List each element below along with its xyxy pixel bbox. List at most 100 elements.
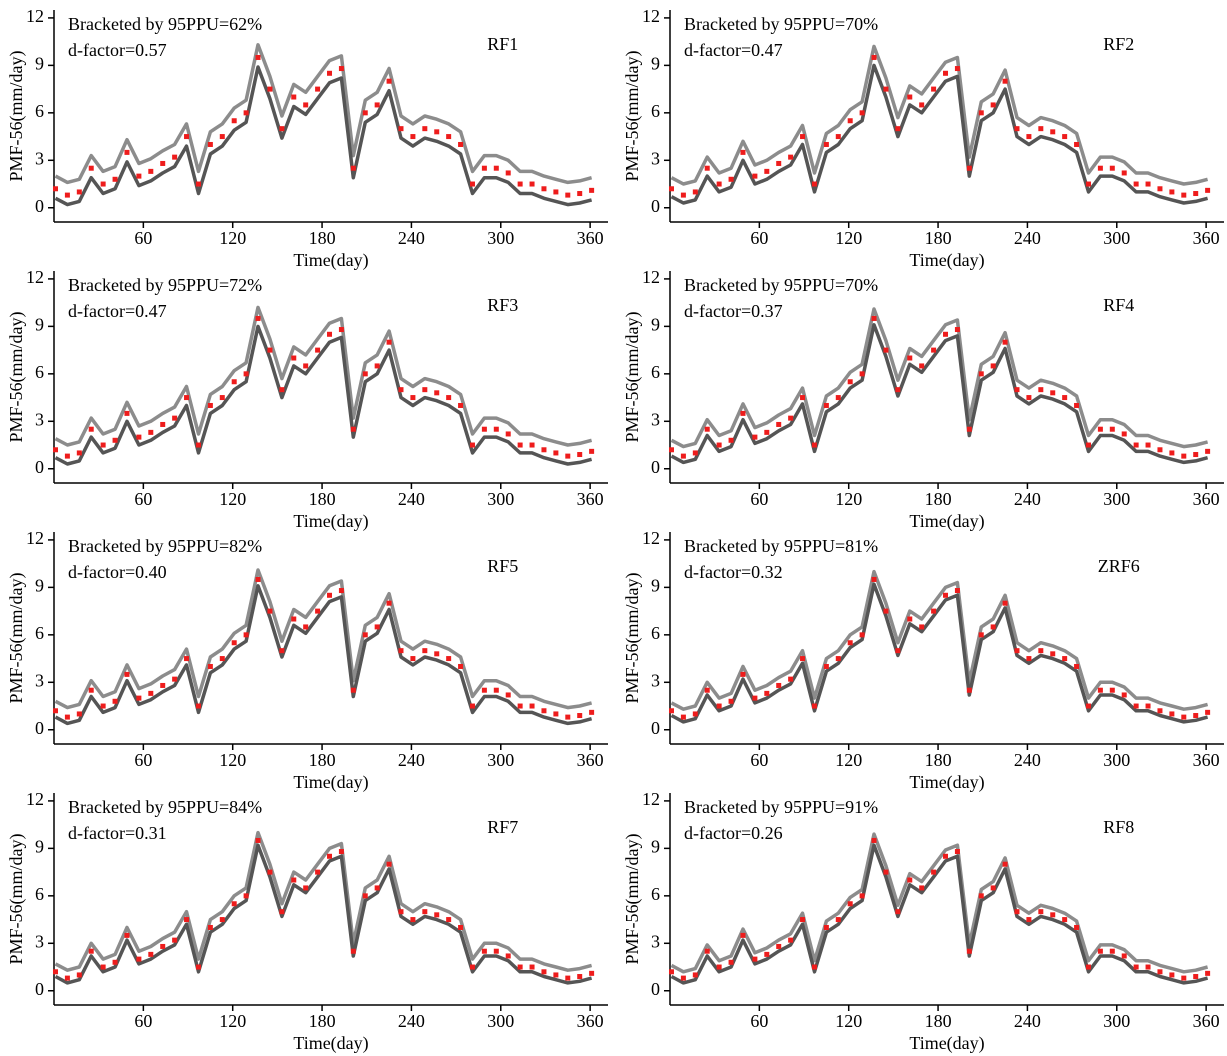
observed-point: [386, 600, 392, 606]
observed-point: [943, 853, 949, 859]
panel-title: RF7: [487, 817, 518, 837]
observed-point: [1062, 917, 1068, 923]
y-tick-label: 0: [651, 457, 660, 477]
x-axis-label: Time(day): [909, 772, 984, 793]
observed-point: [160, 943, 166, 949]
observed-point: [469, 964, 475, 970]
observed-point: [386, 861, 392, 867]
x-tick-label: 180: [925, 1011, 952, 1031]
observed-point: [966, 687, 972, 693]
y-tick-label: 12: [26, 6, 44, 26]
observed-point: [1026, 395, 1032, 401]
observed-point: [1157, 969, 1163, 975]
observed-point: [1050, 651, 1056, 657]
x-tick-label: 60: [750, 489, 768, 509]
annotation: d-factor=0.37: [684, 301, 783, 321]
panel: 0 3 6 9 12 60 120 180 240 300 360 Time(day) PMF-56(m…: [622, 6, 1224, 271]
y-tick-label: 6: [35, 101, 44, 121]
observed-point: [1133, 442, 1139, 448]
observed-point: [871, 315, 877, 321]
observed-point: [291, 355, 297, 361]
y-tick-label: 6: [35, 623, 44, 643]
observed-point: [788, 415, 794, 421]
observed-point: [589, 187, 595, 193]
observed-point: [1181, 714, 1187, 720]
observed-point: [1181, 975, 1187, 981]
y-tick-label: 3: [35, 409, 44, 429]
y-tick-label: 12: [642, 789, 660, 809]
annotation: Bracketed by 95PPU=82%: [68, 536, 262, 556]
y-tick-label: 0: [35, 718, 44, 738]
observed-point: [148, 690, 154, 696]
observed-point: [1038, 648, 1044, 654]
observed-point: [493, 687, 499, 693]
observed-point: [219, 917, 225, 923]
band-line: [54, 843, 593, 985]
observed-point: [1014, 126, 1020, 132]
observed-point: [219, 395, 225, 401]
observed-point: [764, 951, 770, 957]
observed-point: [291, 616, 297, 622]
y-tick-label: 9: [35, 314, 44, 334]
observed-point: [1026, 917, 1032, 923]
observed-point: [362, 632, 368, 638]
observed-point: [811, 181, 817, 187]
observed-point: [327, 70, 333, 76]
observed-point: [990, 102, 996, 108]
y-tick-label: 12: [26, 267, 44, 287]
observed-point: [279, 909, 285, 915]
observed-point: [954, 66, 960, 72]
y-tick-label: 12: [642, 267, 660, 287]
observed-point: [589, 448, 595, 454]
observed-point: [458, 663, 464, 669]
panel-title: RF1: [487, 34, 518, 54]
observed-point: [386, 339, 392, 345]
panel-title: ZRF6: [1098, 556, 1140, 576]
observed-point: [577, 452, 583, 458]
observed-point: [1109, 948, 1115, 954]
observed-point: [350, 165, 356, 171]
x-tick-label: 180: [309, 489, 336, 509]
x-tick-label: 360: [577, 489, 604, 509]
observed-point: [919, 624, 925, 630]
observed-point: [434, 912, 440, 918]
observed-point: [112, 176, 118, 182]
x-tick-label: 120: [219, 1011, 246, 1031]
observed-point: [716, 181, 722, 187]
y-axis-label: PMF-56(mm/day): [622, 311, 643, 442]
x-tick-label: 60: [750, 228, 768, 248]
observed-point: [883, 869, 889, 875]
observed-point: [136, 695, 142, 701]
observed-point: [1157, 447, 1163, 453]
observed-point: [517, 703, 523, 709]
observed-point: [64, 453, 70, 459]
observed-point: [1169, 189, 1175, 195]
observed-point: [195, 181, 201, 187]
observed-point: [184, 134, 190, 140]
observed-point: [565, 975, 571, 981]
band-line: [670, 307, 1209, 449]
observed-point: [267, 347, 273, 353]
observed-point: [919, 885, 925, 891]
band-line: [54, 568, 593, 710]
observed-point: [728, 959, 734, 965]
observed-point: [883, 608, 889, 614]
observed-point: [255, 54, 261, 60]
observed-point: [1062, 134, 1068, 140]
observed-point: [835, 917, 841, 923]
observed-point: [446, 656, 452, 662]
observed-point: [267, 86, 273, 92]
x-tick-label: 240: [1014, 228, 1041, 248]
observed-point: [704, 165, 710, 171]
observed-point: [88, 165, 94, 171]
observed-point: [469, 442, 475, 448]
observed-point: [1145, 442, 1151, 448]
band-line: [54, 65, 593, 207]
panel: 0 3 6 9 12 60 120 180 240 300 360 Time(day) PMF-56(m…: [622, 789, 1224, 1054]
observed-point: [303, 363, 309, 369]
observed-point: [303, 885, 309, 891]
y-tick-label: 6: [651, 101, 660, 121]
panel: 0 3 6 9 12 60 120 180 240 300 360 Time(day) PMF-56(m…: [6, 6, 608, 271]
y-axis-label: PMF-56(mm/day): [622, 572, 643, 703]
observed-point: [124, 410, 130, 416]
